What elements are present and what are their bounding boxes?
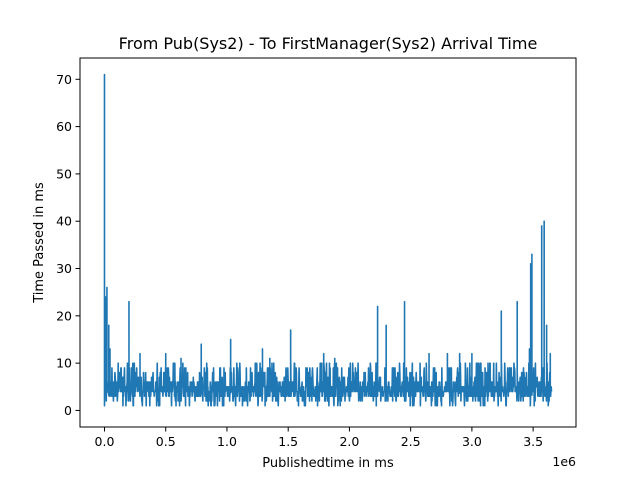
- x-tick-label: 0.5: [156, 434, 176, 449]
- x-axis-offset-label: 1e6: [552, 454, 576, 469]
- x-axis-label: Publishedtime in ms: [262, 456, 394, 471]
- x-axis-ticks: 0.0 0.5 1.0 1.5 2.0 2.5 3.0 3.5: [95, 427, 543, 449]
- plot-area: [103, 73, 553, 407]
- x-tick-label: 1.5: [278, 434, 298, 449]
- series-line: [103, 73, 553, 407]
- y-axis-ticks: 0 10 20 30 40 50 60 70: [56, 72, 80, 418]
- y-tick-label: 30: [56, 261, 72, 276]
- x-tick-label: 2.5: [401, 434, 421, 449]
- x-tick-label: 1.0: [217, 434, 237, 449]
- y-tick-label: 50: [56, 166, 72, 181]
- chart-title: From Pub(Sys2) - To FirstManager(Sys2) A…: [119, 34, 538, 53]
- y-tick-label: 10: [56, 356, 72, 371]
- x-tick-label: 2.0: [339, 434, 359, 449]
- y-tick-label: 20: [56, 308, 72, 323]
- x-tick-label: 3.5: [523, 434, 543, 449]
- y-tick-label: 60: [56, 119, 72, 134]
- y-axis-label: Time Passed in ms: [32, 182, 47, 304]
- x-tick-label: 3.0: [462, 434, 482, 449]
- y-tick-label: 0: [64, 403, 72, 418]
- x-tick-label: 0.0: [95, 434, 115, 449]
- y-tick-label: 70: [56, 72, 72, 87]
- axes-frame: [79, 57, 577, 428]
- y-tick-label: 40: [56, 214, 72, 229]
